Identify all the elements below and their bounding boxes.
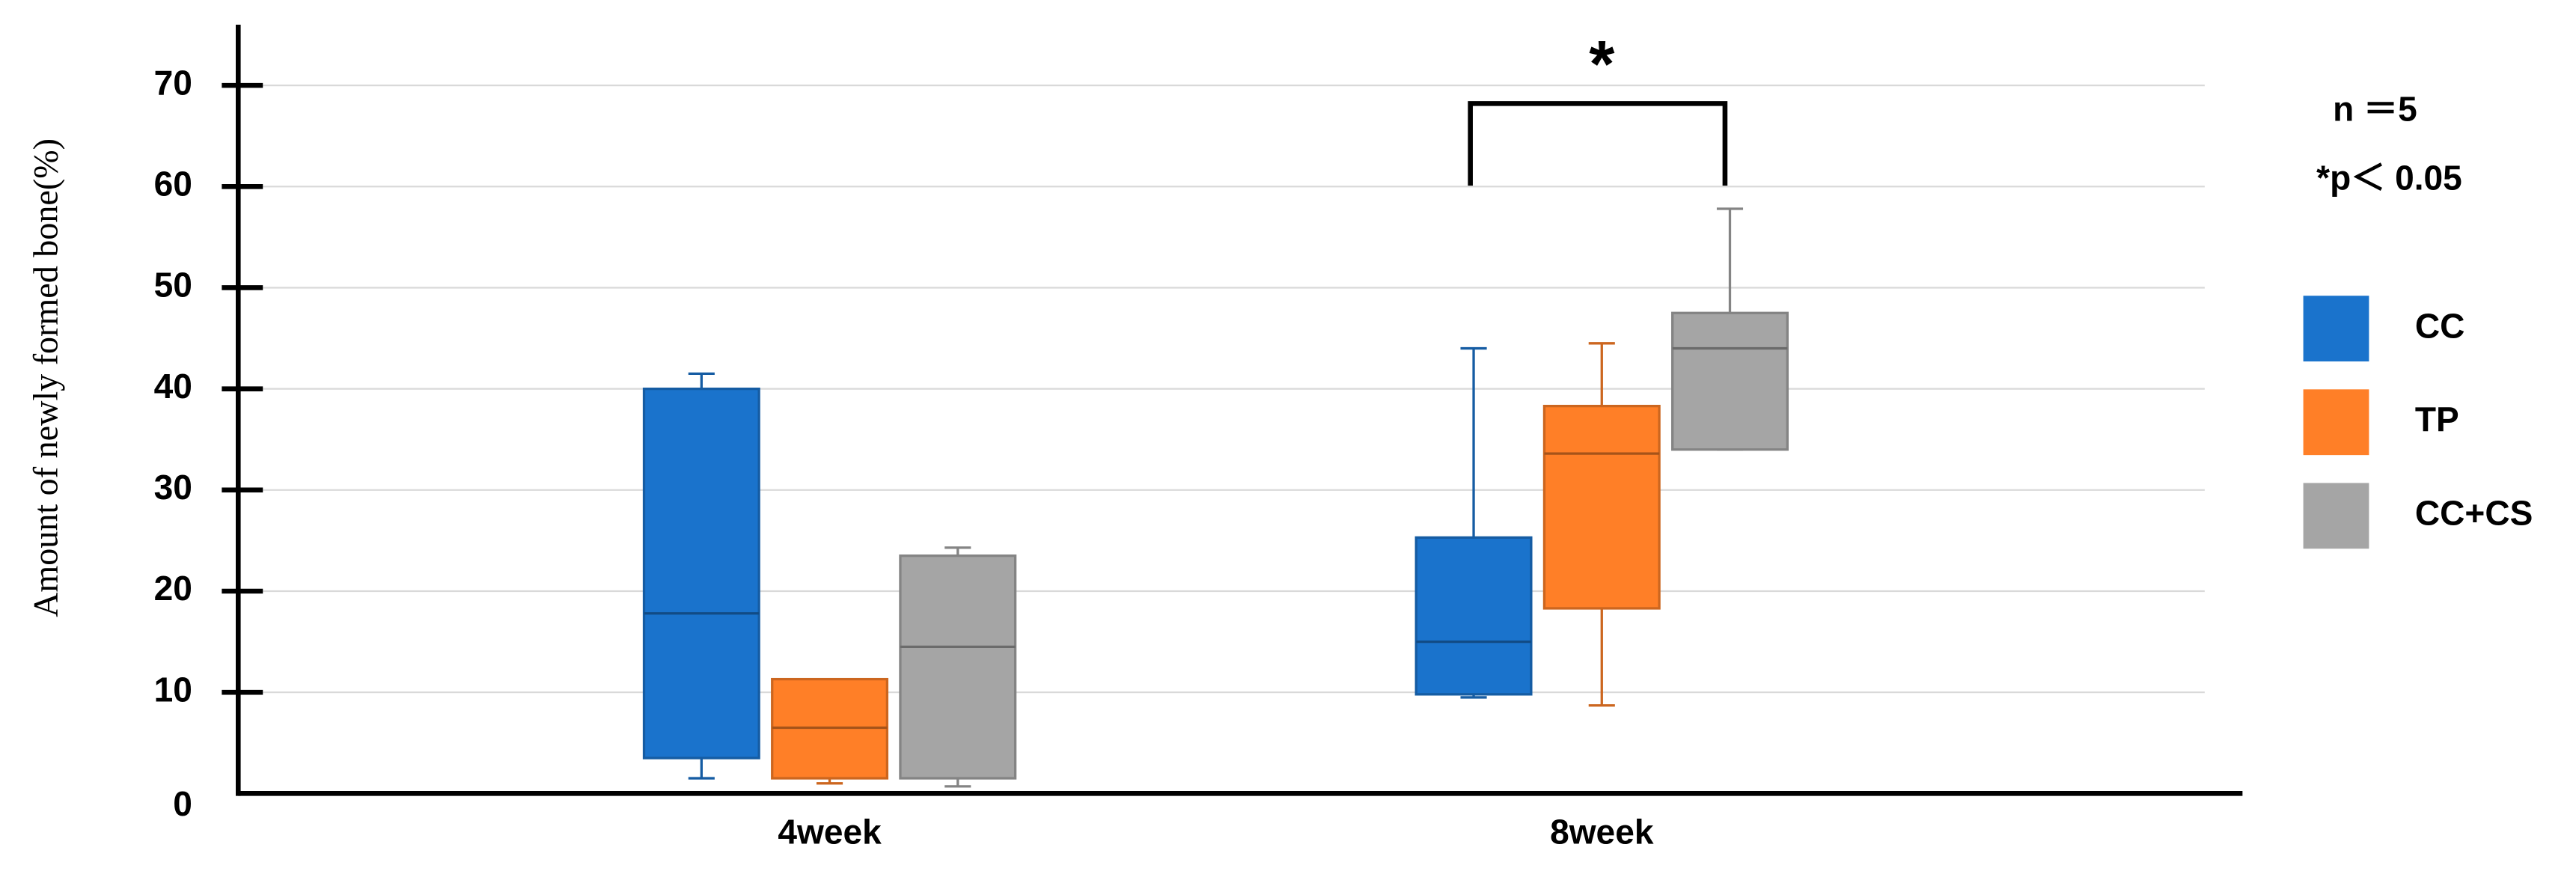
y-axis-label: Amount of newly formed bone(%) [26, 138, 64, 617]
legend-swatch [2303, 483, 2369, 549]
sample-size: n ＝5 [2333, 90, 2417, 129]
box [1671, 311, 1789, 451]
x-tick-label: 4week [778, 812, 882, 851]
legend-label: CC [2415, 306, 2465, 345]
p-value-note: *p＜ 0.05 [2316, 159, 2462, 198]
box [1542, 404, 1661, 610]
legend-swatch [2303, 296, 2369, 362]
legend-label: CC+CS [2415, 494, 2533, 533]
significance-mark: * [1589, 27, 1615, 100]
x-tick-label: 8week [1550, 812, 1654, 851]
y-tick-label: 60 [154, 164, 192, 203]
y-tick-label: 50 [154, 266, 192, 305]
box [1414, 536, 1533, 696]
box [899, 554, 1017, 780]
y-tick-label: 0 [173, 784, 192, 823]
y-tick-label: 10 [154, 670, 192, 709]
legend-label: TP [2415, 400, 2459, 438]
y-tick-label: 40 [154, 367, 192, 406]
box [642, 388, 760, 760]
y-tick-label: 20 [154, 569, 192, 608]
y-tick-label: 70 [154, 63, 192, 102]
legend-swatch [2303, 389, 2369, 456]
y-tick-label: 30 [154, 468, 192, 507]
significance-bracket [1468, 101, 1728, 186]
